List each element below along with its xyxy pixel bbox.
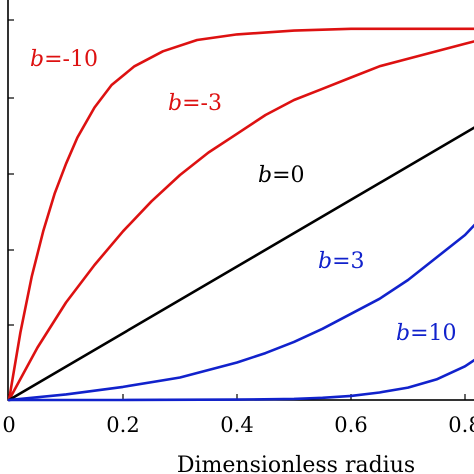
x-tick-label: 0.2 xyxy=(106,413,139,437)
series-label: b=3 xyxy=(318,249,365,274)
x-tick-label: 0.6 xyxy=(334,413,367,437)
x-axis-title: Dimensionless radius xyxy=(177,453,415,474)
series-line xyxy=(7,223,474,402)
series-label: b=-3 xyxy=(168,91,222,116)
series-label: b=10 xyxy=(396,321,457,346)
series-label: b=0 xyxy=(258,163,305,188)
series-line xyxy=(7,27,474,402)
series-line xyxy=(7,358,474,402)
x-tick-labels: 0 0.2 0.4 0.6 0.8 xyxy=(2,413,474,437)
series-line xyxy=(7,40,474,402)
series-label: b=-10 xyxy=(30,47,98,72)
x-tick-label: 0.4 xyxy=(220,413,253,437)
series-lines xyxy=(7,27,474,402)
series-line xyxy=(7,126,474,402)
x-tick-label: 0 xyxy=(2,413,15,437)
x-tick-label: 0.8 xyxy=(448,413,474,437)
series-labels: b=-10 b=-3 b=0 b=3 b=10 xyxy=(30,47,457,346)
